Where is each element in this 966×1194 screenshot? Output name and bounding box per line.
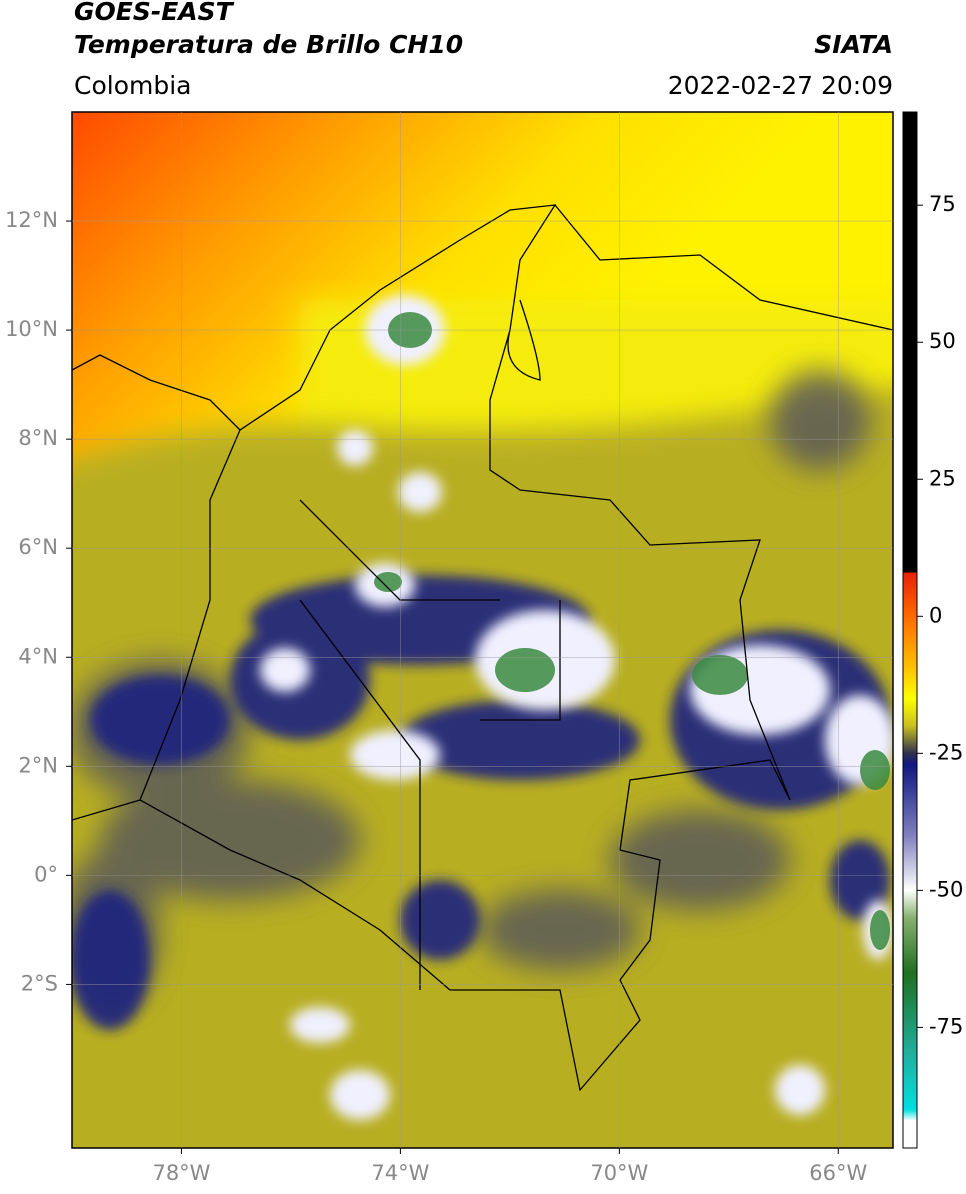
colorbar-tick-label: 75: [929, 192, 956, 216]
title: GOES-EAST: [74, 0, 235, 26]
y-tick-label: 2°N: [18, 753, 58, 777]
map-frame: [71, 111, 894, 1149]
y-tick-label: 2°S: [21, 971, 58, 995]
x-tick-label: 74°W: [371, 1161, 429, 1185]
colorbar-tick-label: -75: [929, 1014, 963, 1038]
source: SIATA: [814, 30, 893, 59]
x-tick-label: 66°W: [809, 1161, 867, 1185]
x-tick-label: 78°W: [152, 1161, 210, 1185]
y-tick-label: 6°N: [18, 535, 58, 559]
datetime: 2022-02-27 20:09: [668, 71, 893, 100]
x-tick-label: 70°W: [590, 1161, 648, 1185]
y-tick-label: 12°N: [5, 208, 58, 232]
colorbar-tick-label: 0: [929, 603, 942, 627]
subtitle: Temperatura de Brillo CH10: [74, 30, 463, 59]
colorbar-tick-label: 50: [929, 329, 956, 353]
colorbar-tick-label: -25: [929, 740, 963, 764]
y-tick-label: 4°N: [18, 644, 58, 668]
colorbar: [902, 111, 918, 1149]
colorbar-tick-label: 25: [929, 466, 956, 490]
colorbar-tick-label: -50: [929, 877, 963, 901]
region: Colombia: [74, 71, 191, 100]
y-tick-label: 8°N: [18, 426, 58, 450]
y-tick-label: 0°: [34, 862, 58, 886]
y-tick-label: 10°N: [5, 317, 58, 341]
satellite-image: [72, 112, 893, 1148]
